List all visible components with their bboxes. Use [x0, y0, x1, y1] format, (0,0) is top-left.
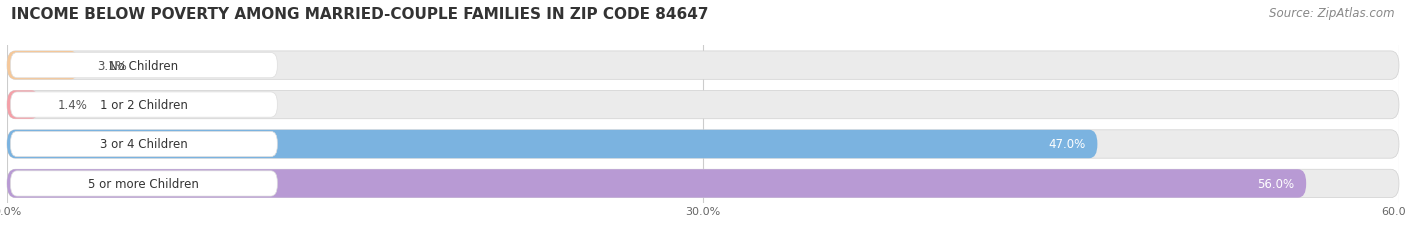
FancyBboxPatch shape: [10, 132, 277, 157]
Text: 1.4%: 1.4%: [58, 99, 89, 112]
Text: INCOME BELOW POVERTY AMONG MARRIED-COUPLE FAMILIES IN ZIP CODE 84647: INCOME BELOW POVERTY AMONG MARRIED-COUPL…: [11, 7, 709, 22]
Text: 47.0%: 47.0%: [1049, 138, 1085, 151]
FancyBboxPatch shape: [7, 170, 1399, 198]
FancyBboxPatch shape: [10, 53, 277, 78]
FancyBboxPatch shape: [7, 170, 1306, 198]
FancyBboxPatch shape: [7, 52, 79, 80]
FancyBboxPatch shape: [7, 91, 39, 119]
Text: 1 or 2 Children: 1 or 2 Children: [100, 99, 188, 112]
FancyBboxPatch shape: [10, 93, 277, 118]
Text: Source: ZipAtlas.com: Source: ZipAtlas.com: [1270, 7, 1395, 20]
FancyBboxPatch shape: [7, 52, 1399, 80]
FancyBboxPatch shape: [7, 130, 1399, 158]
Text: No Children: No Children: [110, 59, 179, 72]
Text: 3 or 4 Children: 3 or 4 Children: [100, 138, 188, 151]
FancyBboxPatch shape: [10, 171, 277, 196]
FancyBboxPatch shape: [7, 130, 1098, 158]
FancyBboxPatch shape: [7, 91, 1399, 119]
Text: 56.0%: 56.0%: [1257, 177, 1295, 190]
Text: 3.1%: 3.1%: [97, 59, 128, 72]
Text: 5 or more Children: 5 or more Children: [89, 177, 200, 190]
